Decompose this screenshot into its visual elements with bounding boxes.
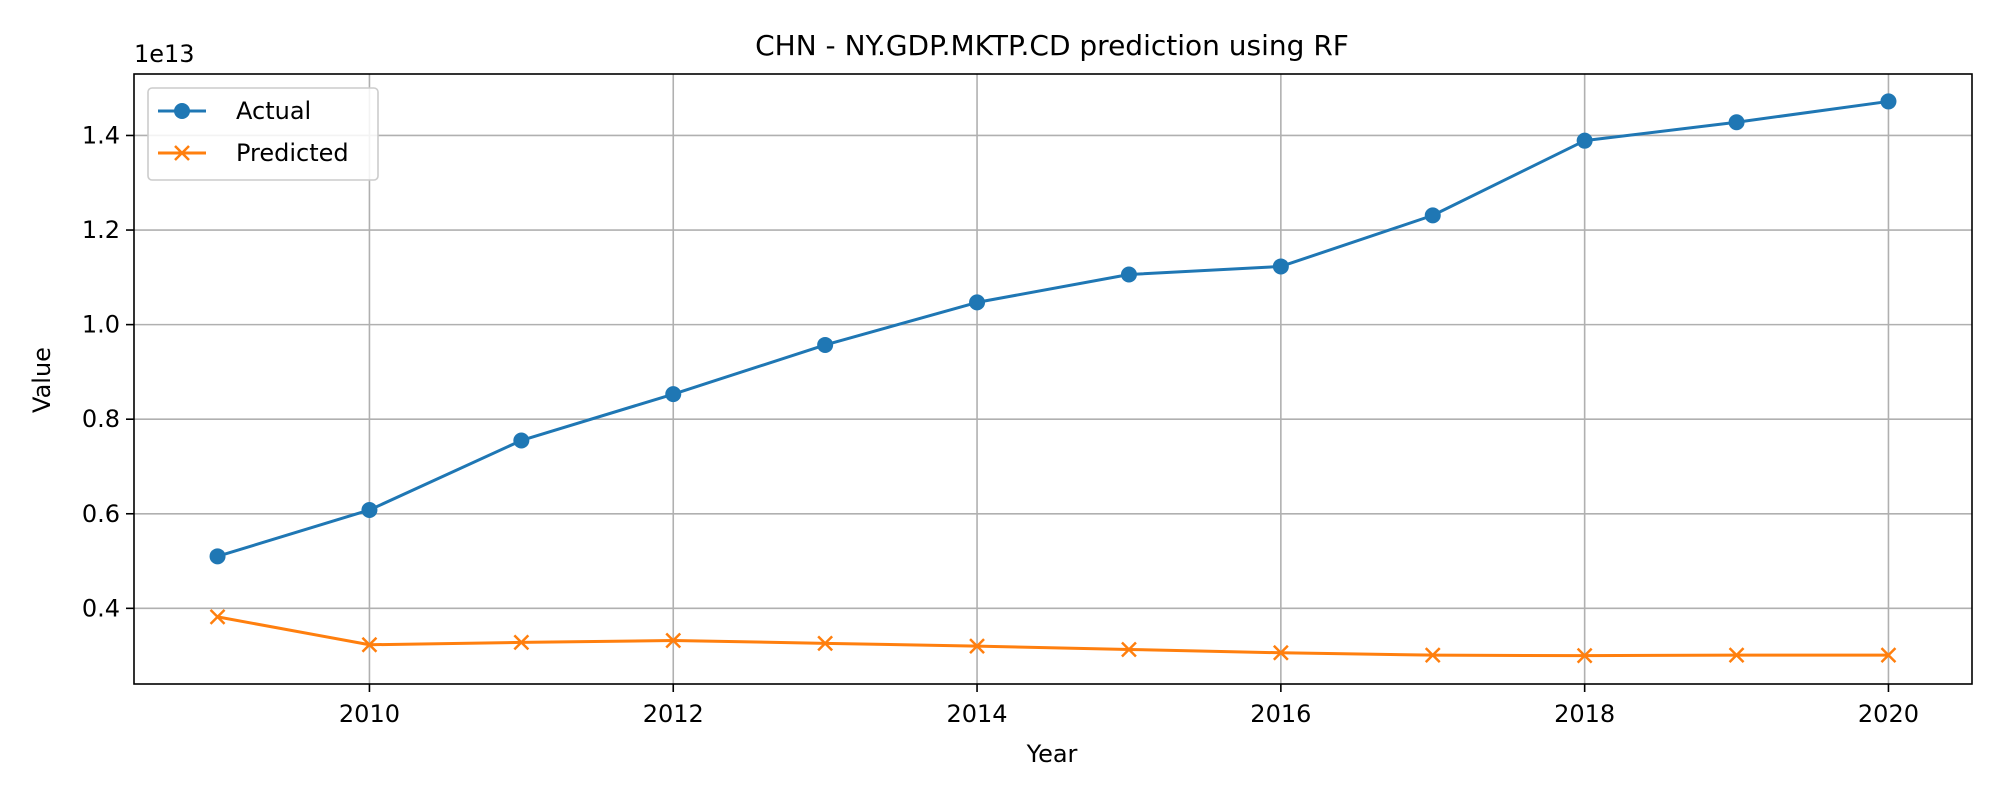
series-line-actual — [217, 99, 1889, 558]
y-tick-label: 0.8 — [82, 405, 120, 433]
data-point-predicted — [1272, 644, 1289, 661]
data-point-actual — [969, 294, 986, 311]
data-point-predicted — [513, 634, 530, 651]
data-point-predicted — [1880, 647, 1897, 664]
y-axis-ticks: 0.4 0.6 0.8 1.0 1.2 1.4 — [82, 121, 134, 622]
data-point-actual — [665, 386, 682, 403]
series-layer — [209, 93, 1897, 664]
x-tick-label: 2010 — [339, 700, 400, 728]
y-tick-label: 0.6 — [82, 500, 120, 528]
data-point-actual — [513, 432, 530, 449]
y-axis-label: Value — [28, 347, 56, 413]
y-tick-label: 1.0 — [82, 311, 120, 339]
data-point-predicted — [361, 636, 378, 653]
data-point-predicted — [1424, 647, 1441, 664]
legend-label-predicted: Predicted — [236, 139, 349, 167]
series-line-predicted — [217, 615, 1889, 658]
data-point-actual — [1576, 132, 1593, 149]
data-point-actual — [1120, 266, 1137, 283]
data-point-actual — [209, 548, 226, 565]
data-point-predicted — [1576, 647, 1593, 664]
data-point-actual — [1424, 207, 1441, 224]
x-axis-label: Year — [1026, 740, 1078, 768]
grid-layer — [134, 74, 1972, 684]
plot-frame — [133, 73, 1973, 685]
legend: Actual Predicted — [147, 87, 379, 181]
data-point-actual — [1728, 114, 1745, 131]
y-tick-label: 1.2 — [82, 216, 120, 244]
y-offset-label: 1e13 — [134, 40, 195, 68]
legend-marker-predicted — [174, 145, 190, 161]
data-point-predicted — [1728, 647, 1745, 664]
data-point-predicted — [209, 608, 226, 625]
y-tick-label: 1.4 — [82, 121, 120, 149]
legend-marker-actual — [174, 103, 190, 119]
data-point-actual — [1880, 93, 1897, 110]
chart-title: CHN - NY.GDP.MKTP.CD prediction using RF — [755, 29, 1349, 62]
data-point-predicted — [817, 635, 834, 652]
x-tick-label: 2014 — [947, 700, 1008, 728]
data-point-predicted — [665, 632, 682, 649]
x-tick-label: 2016 — [1250, 700, 1311, 728]
y-tick-label: 0.4 — [82, 594, 120, 622]
data-point-predicted — [1121, 641, 1137, 658]
x-axis-ticks: 2010 2012 2014 2016 2018 2020 — [339, 684, 1919, 728]
x-tick-label: 2012 — [643, 700, 704, 728]
x-tick-label: 2020 — [1858, 700, 1919, 728]
data-point-actual — [1272, 258, 1289, 275]
data-point-actual — [817, 336, 834, 353]
x-tick-label: 2018 — [1554, 700, 1615, 728]
legend-label-actual: Actual — [236, 97, 311, 125]
data-point-predicted — [969, 638, 985, 655]
data-point-actual — [361, 501, 378, 518]
